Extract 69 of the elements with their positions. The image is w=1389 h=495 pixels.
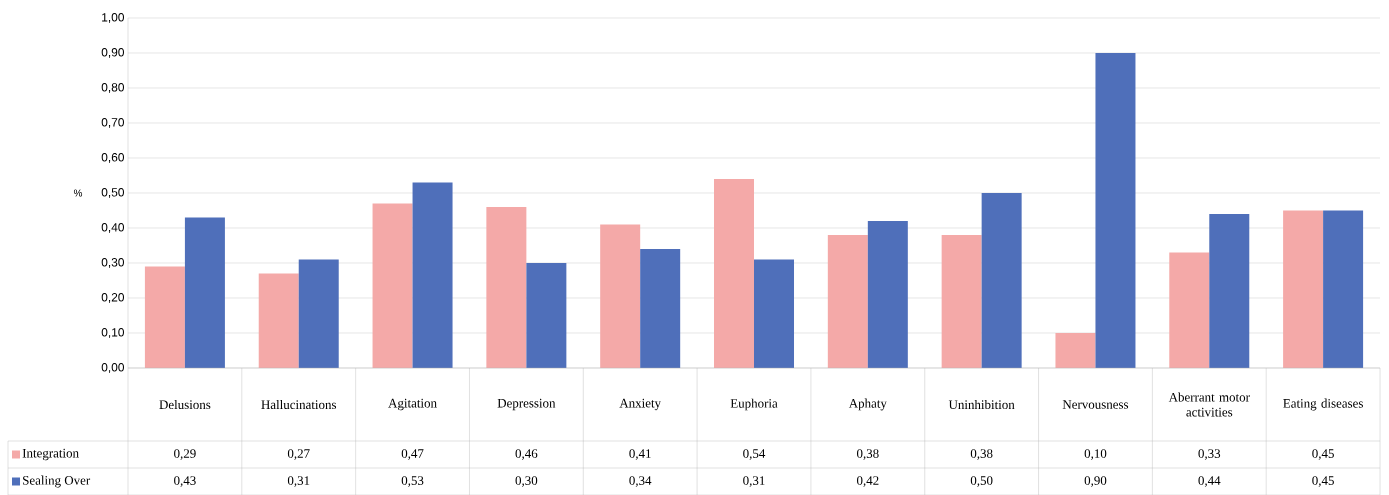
bar	[144, 266, 185, 368]
data-label: 0,45	[1312, 476, 1334, 487]
y-tick-label: 0,20	[101, 293, 125, 303]
y-tick-label: 0,90	[101, 48, 125, 58]
x-tick-label: Hallucinations	[261, 399, 337, 410]
y-tick-label: 0,80	[101, 83, 125, 93]
y-tick-label: 0,60	[101, 153, 125, 163]
y-tick-label: 0,30	[101, 258, 125, 268]
y-tick-label: 0,50	[101, 188, 125, 198]
legend-label: Sealing Over	[23, 475, 91, 488]
bar	[486, 207, 527, 368]
data-label: 0,90	[1084, 476, 1107, 487]
y-axis-title: %	[73, 189, 83, 197]
y-tick-label: 0,70	[101, 118, 125, 128]
legend-label: Integration	[22, 448, 79, 461]
x-tick-label: Eating diseases	[1283, 398, 1363, 411]
data-label: 0,38	[970, 449, 993, 460]
bar	[981, 193, 1022, 368]
data-label: 0,43	[174, 476, 196, 487]
bar	[1283, 210, 1324, 368]
data-label: 0,31	[743, 476, 765, 487]
bar	[1323, 210, 1364, 368]
bar	[640, 249, 681, 368]
data-label: 0,33	[1198, 449, 1221, 460]
bar	[1169, 252, 1210, 368]
bar	[298, 259, 339, 368]
data-label: 0,45	[1312, 449, 1334, 460]
bar	[526, 263, 567, 368]
data-label: 0,31	[287, 476, 310, 487]
bar	[184, 217, 225, 368]
bar	[714, 179, 754, 368]
data-label: 0,29	[174, 449, 196, 460]
data-label: 0,41	[629, 449, 651, 460]
data-label: 0,27	[287, 449, 310, 460]
y-tick-label: 0,00	[101, 363, 125, 373]
x-tick-label: Aberrant motor activities	[1168, 392, 1250, 417]
bar	[941, 235, 982, 368]
y-tick-label: 1,00	[102, 13, 125, 23]
x-tick-label: Uninhibition	[948, 399, 1015, 410]
bar	[867, 221, 908, 368]
bar	[1055, 333, 1096, 368]
data-label: 0,46	[515, 449, 538, 460]
bar	[372, 203, 413, 368]
data-label: 0,10	[1084, 449, 1107, 460]
data-label: 0,44	[1198, 476, 1221, 487]
bar	[600, 224, 641, 368]
bar	[412, 182, 453, 368]
bar	[1095, 53, 1136, 368]
y-tick-label: 0,40	[101, 223, 125, 233]
data-label: 0,47	[401, 449, 424, 460]
x-tick-label: Aphaty	[848, 398, 887, 411]
x-tick-label: Delusions	[159, 399, 211, 410]
data-label: 0,34	[629, 476, 652, 487]
bar	[258, 273, 299, 368]
x-tick-label: Euphoria	[730, 398, 778, 411]
data-label: 0,53	[401, 476, 424, 487]
x-tick-label: Agitation	[388, 398, 437, 411]
data-label: 0,50	[970, 476, 993, 487]
data-label: 0,38	[857, 449, 879, 460]
x-tick-label: Depression	[497, 398, 556, 411]
y-tick-label: 0,10	[101, 328, 125, 338]
data-label: 0,42	[857, 476, 879, 487]
bar	[754, 259, 794, 368]
x-tick-label: Anxiety	[619, 398, 661, 411]
bar	[1209, 214, 1250, 368]
data-label: 0,54	[743, 449, 766, 460]
bar	[827, 235, 868, 368]
x-tick-label: Nervousness	[1062, 400, 1129, 409]
data-label: 0,30	[515, 476, 538, 487]
